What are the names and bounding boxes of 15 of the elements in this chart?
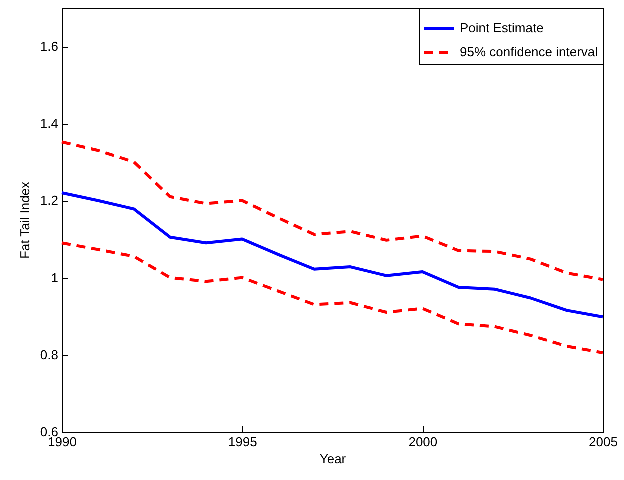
x-tick-label: 1995 [228,434,258,450]
y-tick-label: 0.8 [40,347,58,362]
y-tick-label: 1 [51,270,58,286]
y-tick-label: 1.6 [40,39,58,54]
line-series [60,140,604,282]
x-tick-label: 2005 [589,434,618,450]
legend-label: 95% confidence interval [460,44,598,60]
x-axis-title: Year [320,452,347,466]
y-tick-label: 1.2 [40,193,58,208]
x-tick-label: 2000 [408,434,438,450]
line-series [60,242,604,354]
legend-label: Point Estimate [460,20,544,36]
line-series [60,192,604,319]
y-tick-label: 1.4 [40,116,58,132]
y-axis-title: Fat Tail Index [17,181,32,260]
